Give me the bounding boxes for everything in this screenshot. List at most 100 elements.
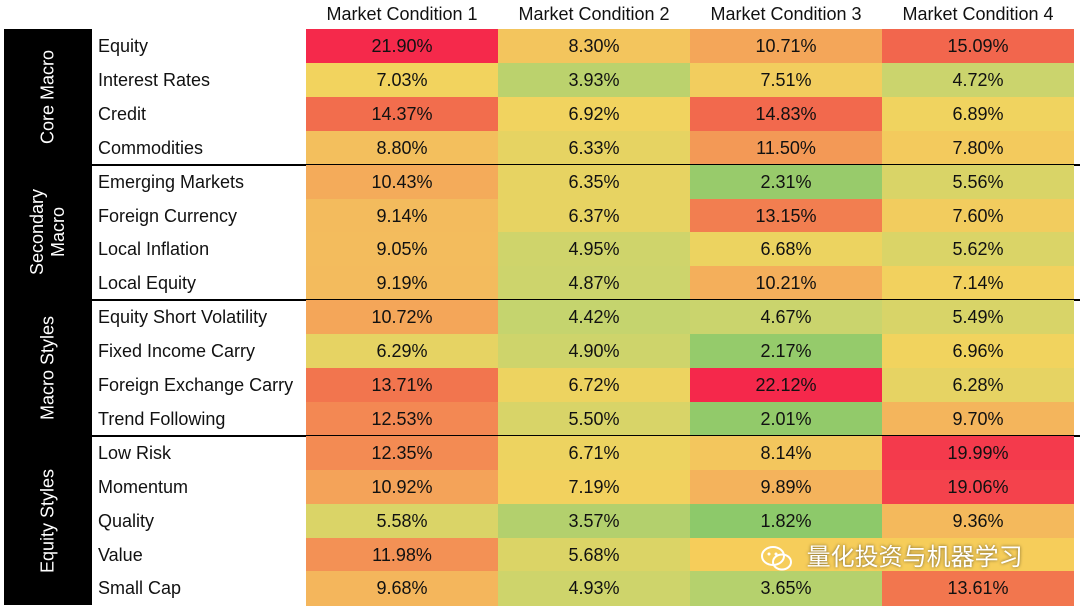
row-label: Quality xyxy=(98,510,155,531)
heatmap-cell: 4.42% xyxy=(498,300,690,335)
heatmap-cell: 9.70% xyxy=(882,401,1074,437)
row-label: Small Cap xyxy=(98,578,182,599)
group-label-block: Secondary Macro xyxy=(4,164,92,301)
heatmap-cell: 5.62% xyxy=(882,232,1074,267)
heatmap-cell: 10.92% xyxy=(306,469,498,505)
heatmap-cell: 4.67% xyxy=(690,300,882,335)
heatmap-cell: 14.37% xyxy=(306,96,498,132)
heatmap-cell: 2.31% xyxy=(690,164,882,199)
row-label: Local Equity xyxy=(98,273,197,294)
row-label: Commodities xyxy=(98,137,204,158)
group-label: Macro Styles xyxy=(37,315,58,420)
heatmap-cell: 7.03% xyxy=(306,62,498,98)
row-label: Equity xyxy=(98,36,149,56)
group-label-block: Equity Styles xyxy=(4,435,92,606)
heatmap-cell: 7.19% xyxy=(498,469,690,505)
wechat-icon xyxy=(761,545,792,571)
row-label: Trend Following xyxy=(98,408,226,429)
row-label: Foreign Exchange Carry xyxy=(98,375,294,395)
row-label: Credit xyxy=(98,103,147,124)
watermark: 量化投资与机器学习 xyxy=(760,538,1023,578)
heatmap-cell: 5.50% xyxy=(498,401,690,437)
row-label: Value xyxy=(98,544,143,565)
row-label: Momentum xyxy=(98,476,189,497)
heatmap-cell: 5.56% xyxy=(882,164,1074,199)
heatmap-cell: 4.72% xyxy=(882,62,1074,98)
heatmap-cell: 6.89% xyxy=(882,96,1074,132)
heatmap-cell: 7.14% xyxy=(882,266,1074,301)
heatmap-cell: 6.33% xyxy=(498,130,690,166)
heatmap-cell: 3.57% xyxy=(498,503,690,538)
heatmap-cell: 10.43% xyxy=(306,164,498,199)
watermark-text: 量化投资与机器学习 xyxy=(806,544,1023,571)
heatmap-cell: 15.09% xyxy=(882,29,1074,64)
heatmap-cell: 19.06% xyxy=(882,469,1074,505)
row-label: Fixed Income Carry xyxy=(98,341,256,362)
heatmap-cell: 1.82% xyxy=(690,503,882,538)
column-header: Market Condition 4 xyxy=(902,4,1054,24)
heatmap-cell: 13.61% xyxy=(882,571,1074,606)
row-label: Interest Rates xyxy=(98,69,211,90)
heatmap-cell: 6.37% xyxy=(498,198,690,233)
heatmap-cell: 4.87% xyxy=(498,266,690,301)
heatmap-cell: 4.90% xyxy=(498,334,690,369)
heatmap-cell: 6.28% xyxy=(882,368,1074,403)
heatmap-cell: 14.83% xyxy=(690,96,882,132)
group-label: Secondary Macro xyxy=(27,189,68,276)
heatmap-cell: 6.35% xyxy=(498,164,690,199)
heatmap-cell: 7.51% xyxy=(690,62,882,98)
heatmap-cell: 5.58% xyxy=(306,503,498,538)
heatmap-cell: 3.65% xyxy=(690,571,882,606)
heatmap-cell: 9.14% xyxy=(306,198,498,233)
heatmap-cell: 22.12% xyxy=(690,368,882,403)
row-label: Low Risk xyxy=(98,442,172,463)
heatmap-cell: 13.71% xyxy=(306,368,498,403)
heatmap-cell: 10.71% xyxy=(690,29,882,64)
heatmap-cell: 7.80% xyxy=(882,130,1074,166)
heatmap-cell: 3.93% xyxy=(498,62,690,98)
row-label: Foreign Currency xyxy=(98,205,238,226)
heatmap-cell: 8.30% xyxy=(498,29,690,64)
heatmap-cell: 9.05% xyxy=(306,232,498,267)
heatmap-cell: 19.99% xyxy=(882,435,1074,471)
heatmap-cell: 9.19% xyxy=(306,266,498,301)
heatmap-cell: 13.15% xyxy=(690,198,882,233)
group-label: Core Macro xyxy=(37,49,58,144)
column-header: Market Condition 3 xyxy=(710,4,862,24)
heatmap-cell: 4.93% xyxy=(498,571,690,606)
heatmap-cell: 10.21% xyxy=(690,266,882,301)
column-header: Market Condition 2 xyxy=(518,4,670,24)
heatmap-cell: 12.53% xyxy=(306,401,498,437)
heatmap-cell: 5.49% xyxy=(882,300,1074,335)
group-label-block: Core Macro xyxy=(4,29,92,165)
heatmap-cell: 5.68% xyxy=(498,537,690,572)
heatmap-cell: 6.92% xyxy=(498,96,690,132)
heatmap-cell: 6.71% xyxy=(498,435,690,471)
heatmap-cell: 6.96% xyxy=(882,334,1074,369)
row-label: Equity Short Volatility xyxy=(98,307,268,328)
heatmap-cell: 11.98% xyxy=(306,537,498,572)
heatmap-cell: 11.50% xyxy=(690,130,882,166)
heatmap-cell: 9.68% xyxy=(306,571,498,606)
heatmap-cell: 6.72% xyxy=(498,368,690,403)
heatmap-cell: 6.29% xyxy=(306,334,498,369)
group-label: Equity Styles xyxy=(37,468,58,573)
row-label: Emerging Markets xyxy=(98,171,245,192)
heatmap-cell: 12.35% xyxy=(306,435,498,471)
heatmap-cell: 8.14% xyxy=(690,435,882,471)
group-label-block: Macro Styles xyxy=(4,300,92,436)
heatmap-cell: 8.80% xyxy=(306,130,498,166)
heatmap-cell: 9.89% xyxy=(690,469,882,505)
heatmap-cell: 10.72% xyxy=(306,300,498,335)
row-label: Local Inflation xyxy=(98,239,210,260)
heatmap-cell: 21.90% xyxy=(306,29,498,64)
heatmap-cell: 6.68% xyxy=(690,232,882,267)
heatmap-cell xyxy=(882,537,1074,572)
heatmap-cell: 9.36% xyxy=(882,503,1074,538)
heatmap-cell: 2.17% xyxy=(690,334,882,369)
heatmap-cell: 4.95% xyxy=(498,232,690,267)
column-header: Market Condition 1 xyxy=(326,4,478,24)
heatmap-cell: 2.01% xyxy=(690,401,882,437)
heatmap-cell: 7.60% xyxy=(882,198,1074,233)
